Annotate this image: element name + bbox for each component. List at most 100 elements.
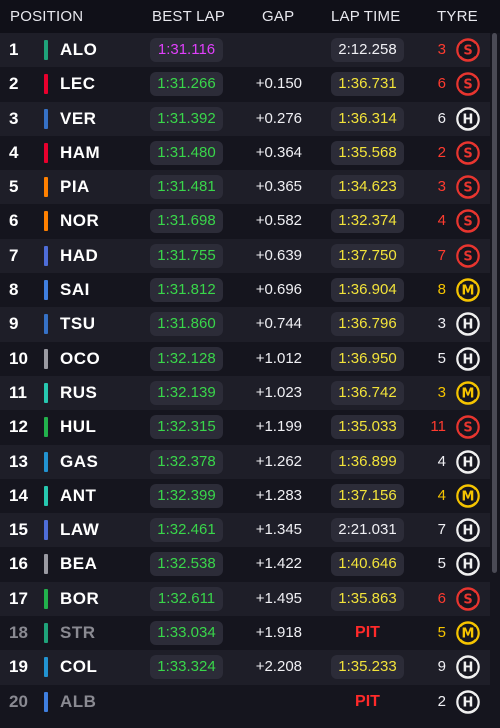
last-lap-time: 1:34.623 [331,175,404,200]
team-color-bar [44,657,48,678]
driver-code: BOR [60,588,100,608]
last-lap-time: 1:35.033 [331,415,404,440]
best-lap-time: 1:32.461 [150,518,223,543]
team-color-bar [44,280,48,301]
table-row[interactable]: 16 BEA 1:32.538 +1.422 1:40.646 5 H [0,547,490,582]
tyre-compound-letter: H [463,524,474,539]
table-row[interactable]: 1 ALO 1:31.116 2:12.258 3 S [0,33,490,68]
team-color-bar [44,588,48,609]
best-lap-time: 1:31.480 [150,140,223,165]
team-color-bar [44,382,48,403]
tyre-laps: 6 [437,589,446,607]
header-gap: GAP [262,8,295,25]
position-number: 16 [9,554,28,574]
driver-code: HAD [60,245,99,265]
table-row[interactable]: 6 NOR 1:31.698 +0.582 1:32.374 4 S [0,204,490,239]
table-row[interactable]: 9 TSU 1:31.860 +0.744 1:36.796 3 H [0,307,490,342]
team-color-bar [44,211,48,232]
best-lap-time: 1:31.392 [150,106,223,131]
tyre-compound-icon: H [456,518,480,542]
table-row[interactable]: 10 OCO 1:32.128 +1.012 1:36.950 5 H [0,341,490,376]
best-lap-time: 1:32.128 [150,346,223,371]
header-best-lap: BEST LAP [152,8,226,25]
last-lap-time: 1:35.863 [331,586,404,611]
tyre-compound-letter: H [463,352,474,367]
table-row[interactable]: 5 PIA 1:31.481 +0.365 1:34.623 3 S [0,170,490,205]
driver-code: STR [60,623,96,643]
table-row[interactable]: 3 VER 1:31.392 +0.276 1:36.314 6 H [0,101,490,136]
tyre-laps: 4 [437,212,446,230]
driver-code: HAM [60,142,101,162]
team-color-bar [44,314,48,335]
position-number: 6 [9,211,19,231]
table-row[interactable]: 8 SAI 1:31.812 +0.696 1:36.904 8 M [0,273,490,308]
table-row[interactable]: 18 STR 1:33.034 +1.918 PIT 5 M [0,616,490,651]
position-number: 12 [9,417,28,437]
best-lap-time: 1:32.378 [150,449,223,474]
position-number: 10 [9,348,28,368]
table-row[interactable]: 12 HUL 1:32.315 +1.199 1:35.033 11 S [0,410,490,445]
table-row[interactable]: 19 COL 1:33.324 +2.208 1:35.233 9 H [0,650,490,685]
team-color-bar [44,74,48,95]
tyre-laps: 7 [437,521,446,539]
timing-table: 1 ALO 1:31.116 2:12.258 3 S 2 LEC 1:31.266 +0.150… [0,33,490,719]
tyre-compound-letter: S [463,249,472,264]
gap-to-leader: +0.276 [255,109,302,127]
team-color-bar [44,554,48,575]
table-row[interactable]: 20 ALB PIT 2 H [0,684,490,719]
driver-code: TSU [60,314,96,334]
gap-to-leader: +1.199 [255,418,302,436]
driver-code: ANT [60,485,97,505]
table-row[interactable]: 13 GAS 1:32.378 +1.262 1:36.899 4 H [0,444,490,479]
header-position: POSITION [10,8,84,25]
team-color-bar [44,520,48,541]
tyre-compound-icon: H [456,689,480,714]
driver-code: LAW [60,520,100,540]
table-row[interactable]: 17 BOR 1:32.611 +1.495 1:35.863 6 S [0,581,490,617]
best-lap-time: 1:31.481 [150,175,223,200]
tyre-compound-letter: H [463,695,474,710]
driver-code: VER [60,108,97,128]
gap-to-leader: +1.495 [255,589,302,607]
tyre-compound-letter: H [463,661,474,676]
position-number: 20 [9,691,28,711]
tyre-laps: 6 [437,109,446,127]
tyre-compound-icon: S [456,175,480,199]
position-number: 1 [9,40,19,59]
table-row[interactable]: 15 LAW 1:32.461 +1.345 2:21.031 7 H [0,513,490,548]
driver-code: NOR [60,211,100,231]
gap-to-leader: +0.365 [255,178,302,196]
tyre-compound-letter: M [462,627,475,642]
tyre-laps: 9 [437,658,446,676]
tyre-compound-letter: M [462,284,475,299]
tyre-laps: 7 [437,246,446,264]
position-number: 7 [9,245,19,265]
table-row[interactable]: 4 HAM 1:31.480 +0.364 1:35.568 2 S [0,135,490,171]
tyre-compound-letter: H [463,318,474,333]
tyre-compound-icon: S [456,141,480,165]
best-lap-time: 1:33.324 [150,655,223,680]
tyre-compound-letter: S [463,215,472,230]
tyre-laps: 11 [430,418,446,436]
scrollbar[interactable] [492,33,497,573]
team-color-bar [44,177,48,198]
gap-to-leader: +0.150 [255,75,302,93]
table-row[interactable]: 7 HAD 1:31.755 +0.639 1:37.750 7 S [0,238,490,274]
table-row[interactable]: 11 RUS 1:32.139 +1.023 1:36.742 3 M [0,375,490,411]
team-color-bar [44,108,48,129]
last-lap-time: 2:21.031 [331,518,404,543]
timing-header: POSITION BEST LAP GAP LAP TIME TYRE [0,0,500,33]
table-row[interactable]: 14 ANT 1:32.399 +1.283 1:37.156 4 M [0,478,490,514]
tyre-compound-icon: H [456,449,480,474]
tyre-compound-icon: S [456,209,480,234]
gap-to-leader: +1.918 [255,624,302,642]
tyre-laps: 2 [437,143,446,161]
last-lap-time: 1:36.950 [331,346,404,371]
gap-to-leader: +0.364 [255,143,302,161]
table-row[interactable]: 2 LEC 1:31.266 +0.150 1:36.731 6 S [0,67,490,102]
gap-to-leader: +1.283 [255,486,302,504]
team-color-bar [44,451,48,472]
best-lap-time: 1:31.698 [150,209,223,234]
team-color-bar [44,623,48,644]
team-color-bar [44,40,48,60]
